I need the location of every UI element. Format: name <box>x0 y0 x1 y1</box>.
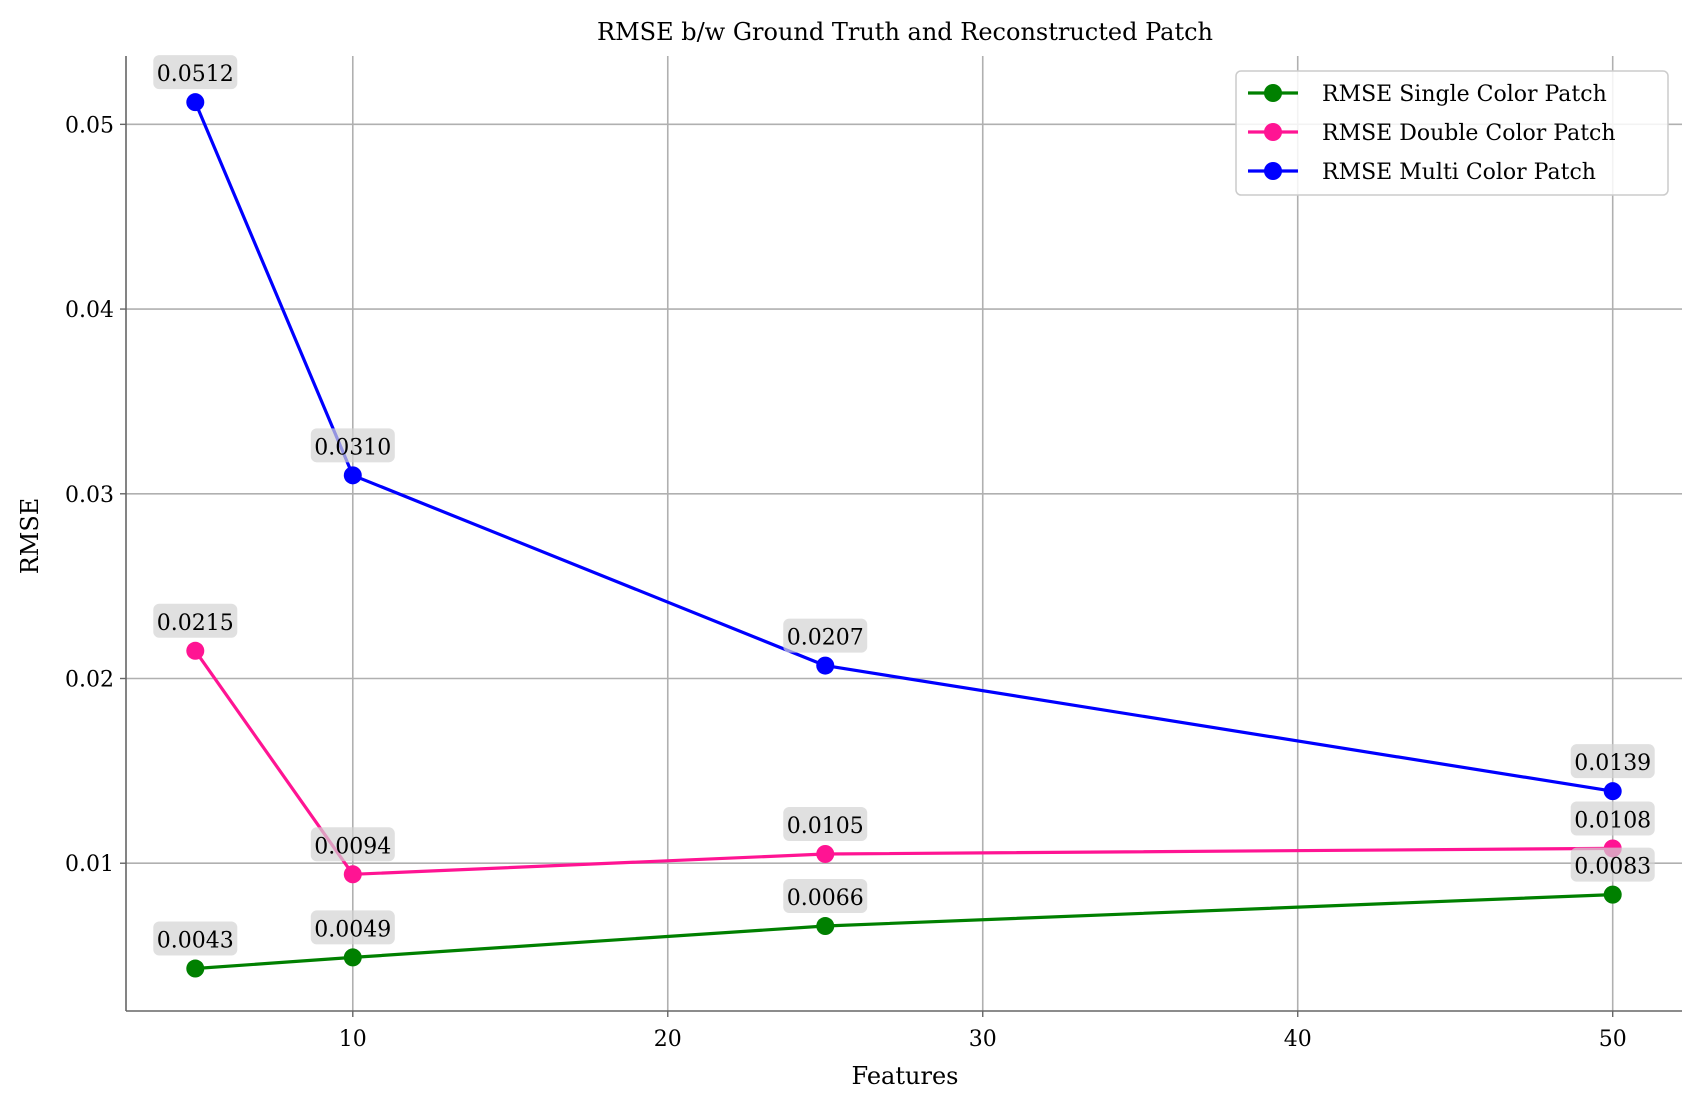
y-tick-label: 0.01 <box>65 852 114 877</box>
data-label: 0.0066 <box>783 879 868 914</box>
data-point <box>816 656 835 675</box>
data-label-box <box>310 428 395 463</box>
data-label-box <box>153 603 238 638</box>
data-label-text: 0.0310 <box>314 435 391 460</box>
data-label-text: 0.0049 <box>314 917 391 942</box>
data-point <box>343 466 362 485</box>
data-label-text: 0.0512 <box>157 62 234 87</box>
data-point <box>1603 885 1622 904</box>
legend-label: RMSE Double Color Patch <box>1322 121 1616 146</box>
chart-title: RMSE b/w Ground Truth and Reconstructed … <box>597 18 1213 46</box>
legend-label: RMSE Single Color Patch <box>1322 82 1607 107</box>
data-point <box>816 917 835 936</box>
data-label-text: 0.0083 <box>1574 855 1651 880</box>
grid <box>126 56 1682 1011</box>
axes <box>120 56 1682 1017</box>
series-line <box>193 649 1613 876</box>
data-label-box <box>783 618 868 653</box>
legend: RMSE Single Color Patch RMSE Double Color… <box>1235 70 1669 196</box>
data-label: 0.0139 <box>1570 744 1655 779</box>
data-label-box <box>783 806 868 841</box>
data-label-box <box>1570 847 1655 882</box>
x-tick-label: 40 <box>1284 1027 1312 1052</box>
x-tick-label: 10 <box>339 1027 367 1052</box>
data-label: 0.0043 <box>153 921 238 956</box>
tick-labels: 10 20 30 40 50 0.01 0.02 0.03 0.04 0.05 <box>65 113 1627 1052</box>
data-label-box <box>1570 744 1655 779</box>
x-tick-label: 50 <box>1599 1027 1627 1052</box>
data-label-text: 0.0105 <box>787 814 864 839</box>
data-point <box>186 641 205 660</box>
data-label-text: 0.0215 <box>157 611 234 636</box>
data-point <box>343 948 362 967</box>
x-axis-label: Features <box>852 1062 959 1090</box>
y-tick-label: 0.04 <box>65 298 114 323</box>
data-label-box <box>153 921 238 956</box>
data-label-text: 0.0207 <box>787 626 864 651</box>
data-label: 0.0049 <box>310 910 395 945</box>
data-label: 0.0207 <box>783 618 868 653</box>
data-label-box <box>783 879 868 914</box>
data-point <box>343 865 362 884</box>
legend-marker <box>1264 123 1282 141</box>
data-label-box <box>153 55 238 90</box>
legend-marker <box>1264 162 1282 180</box>
data-label: 0.0083 <box>1570 847 1655 882</box>
data-label: 0.0108 <box>1570 801 1655 836</box>
data-point <box>186 93 205 112</box>
data-label-text: 0.0043 <box>157 929 234 954</box>
series-layer <box>186 93 1622 978</box>
data-point <box>1603 782 1622 801</box>
x-tick-label: 20 <box>654 1027 682 1052</box>
data-label-box <box>310 910 395 945</box>
data-label: 0.0310 <box>310 428 395 463</box>
series-line <box>193 101 1613 793</box>
data-point <box>816 844 835 863</box>
data-point <box>186 959 205 978</box>
data-label: 0.0512 <box>153 55 238 90</box>
legend-label: RMSE Multi Color Patch <box>1322 160 1596 185</box>
data-label-box <box>1570 801 1655 836</box>
data-label-box <box>310 827 395 862</box>
legend-marker <box>1264 84 1282 102</box>
y-tick-label: 0.02 <box>65 668 114 693</box>
data-label: 0.0215 <box>153 603 238 638</box>
y-axis-label: RMSE <box>16 498 44 575</box>
data-label-text: 0.0108 <box>1574 808 1651 833</box>
legend-entry: RMSE Double Color Patch <box>1248 121 1616 146</box>
data-label-text: 0.0139 <box>1574 751 1651 776</box>
legend-entry: RMSE Single Color Patch <box>1248 82 1607 107</box>
y-tick-label: 0.05 <box>65 113 114 138</box>
data-label: 0.0094 <box>310 827 395 862</box>
x-tick-label: 30 <box>969 1027 997 1052</box>
data-label-text: 0.0094 <box>314 834 391 859</box>
data-labels-layer: 0.0043 0.0049 0.0066 0.0083 0.0215 0.0094 0.01… <box>153 55 1655 956</box>
data-label: 0.0105 <box>783 806 868 841</box>
data-label-text: 0.0066 <box>787 886 864 911</box>
series-line <box>195 893 1613 971</box>
legend-entry: RMSE Multi Color Patch <box>1248 160 1596 185</box>
y-tick-label: 0.03 <box>65 483 114 508</box>
legend-box <box>1235 70 1669 196</box>
